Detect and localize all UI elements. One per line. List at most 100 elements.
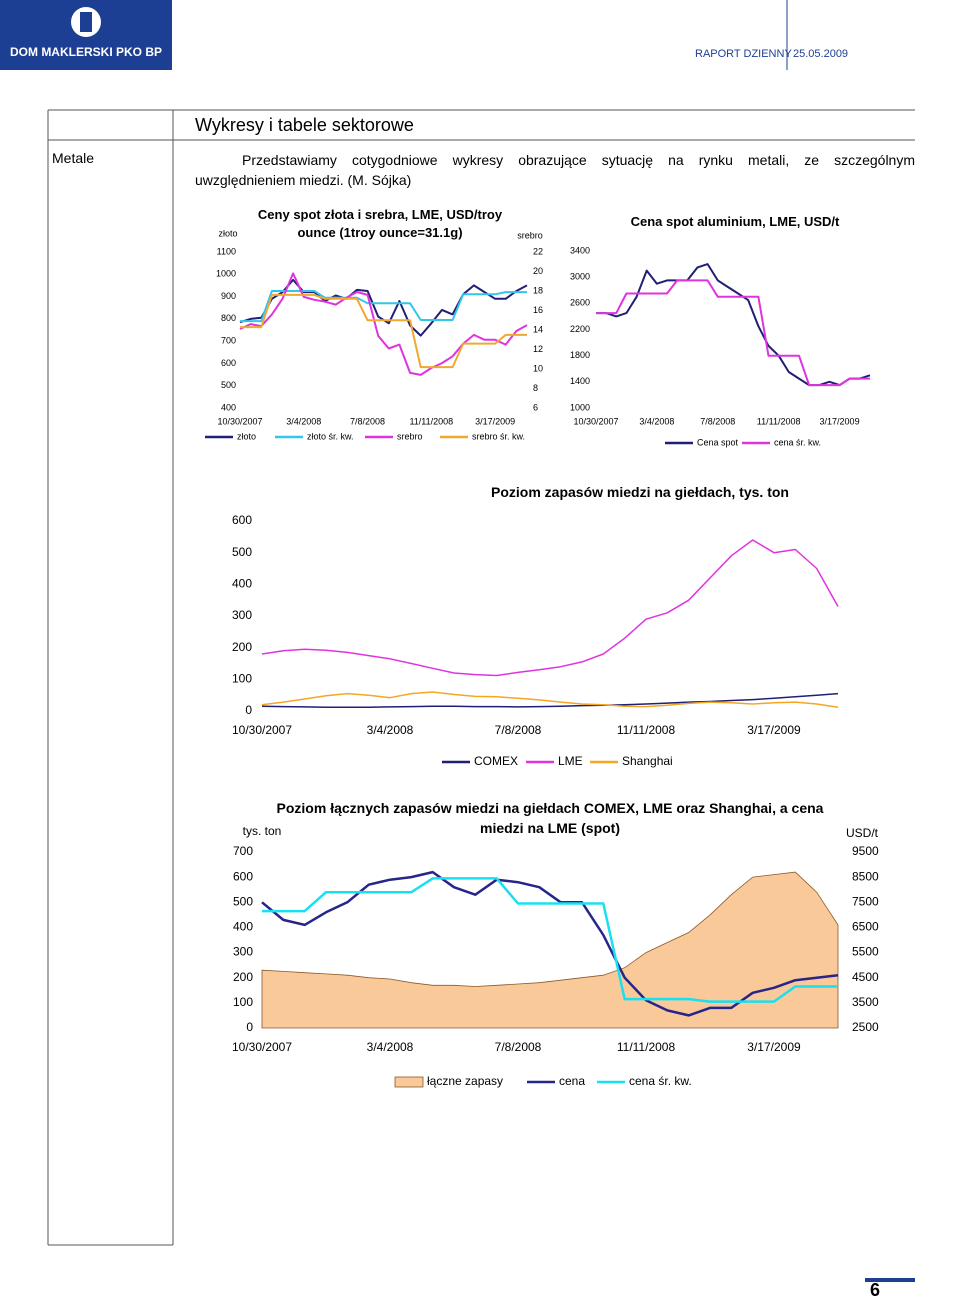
y-tick-label: 1000 [216,269,236,279]
legend-label: Shanghai [622,754,673,768]
x-tick-label: 7/8/2008 [700,416,735,426]
y-tick-label: 600 [233,869,253,883]
y2-tick-label: 6 [533,402,538,412]
x-tick-label: 11/11/2008 [409,416,453,426]
page-number: 6 [870,1280,881,1300]
x-tick-label: 10/30/2007 [573,416,618,426]
legend-label: COMEX [474,754,518,768]
y-tick-label: 400 [233,920,253,934]
y2-tick-label: 8500 [852,869,879,883]
report-date: 25.05.2009 [793,48,849,60]
y-tick-label: 900 [221,291,236,301]
y-tick-label: 1800 [570,350,590,360]
y2-tick-label: 20 [533,266,543,276]
y2-tick-label: 3500 [852,995,879,1009]
y2-tick-label: 22 [533,246,543,256]
y-tick-label: 0 [246,1020,253,1034]
y-tick-label: 1000 [570,402,590,412]
y-tick-label: 500 [221,380,236,390]
legend-label: cena śr. kw. [774,437,821,447]
y2-axis-label: USD/t [846,826,879,840]
x-tick-label: 3/4/2008 [286,416,321,426]
line [261,539,839,677]
y2-tick-label: 16 [533,305,543,315]
chart-title: Poziom łącznych zapasów miedzi na giełda… [276,800,824,836]
y-axis-label: tys. ton [243,824,282,838]
x-tick-label: 3/17/2009 [475,416,515,426]
y2-tick-label: 14 [533,324,543,334]
y-tick-label: 100 [232,672,252,686]
y2-axis-label: srebro [517,230,543,240]
line [596,279,870,387]
intro-text: Przedstawiamy cotygodniowe wykresy obraz… [195,152,915,188]
legend-label: srebro śr. kw. [472,431,525,441]
y-tick-label: 0 [245,703,252,717]
x-tick-label: 3/4/2008 [367,723,414,737]
y2-tick-label: 12 [533,344,543,354]
legend-label: LME [558,754,583,768]
y-tick-label: 200 [232,640,252,654]
y-tick-label: 500 [232,545,252,559]
y-tick-label: 800 [221,313,236,323]
x-tick-label: 11/11/2008 [617,1040,676,1054]
y-tick-label: 300 [232,608,252,622]
y-tick-label: 1400 [570,376,590,386]
y2-tick-label: 8 [533,383,538,393]
y-tick-label: 300 [233,945,253,959]
line [239,278,528,337]
x-tick-label: 3/17/2009 [820,416,860,426]
section-category: Metale [52,150,95,166]
y-axis-label: złoto [218,228,237,238]
legend-label: srebro [397,431,423,441]
y-tick-label: 700 [233,844,253,858]
y-tick-label: 1100 [217,246,236,256]
y-tick-label: 2600 [570,298,590,308]
y-tick-label: 3000 [570,272,590,282]
x-tick-label: 11/11/2008 [617,723,676,737]
line [261,692,839,708]
section-title: Wykresy i tabele sektorowe [195,115,414,135]
y-tick-label: 500 [233,894,253,908]
y-tick-label: 400 [221,402,236,412]
x-tick-label: 7/8/2008 [495,1040,542,1054]
y2-tick-label: 9500 [852,844,879,858]
x-tick-label: 3/4/2008 [367,1040,414,1054]
x-tick-label: 10/30/2007 [232,1040,292,1054]
page-bar [865,1278,915,1282]
y2-tick-label: 18 [533,285,543,295]
x-tick-label: 7/8/2008 [495,723,542,737]
y2-tick-label: 7500 [852,894,879,908]
legend-label: Cena spot [697,437,739,447]
legend-swatch [394,1076,424,1088]
line [239,272,528,376]
y2-tick-label: 2500 [852,1020,879,1034]
report-name: RAPORT DZIENNY [695,48,792,60]
y2-tick-label: 5500 [852,945,879,959]
y-tick-label: 2200 [570,324,590,334]
y2-tick-label: 4500 [852,970,879,984]
y2-tick-label: 10 [533,363,543,373]
y-tick-label: 3400 [570,245,590,255]
x-tick-label: 3/4/2008 [639,416,674,426]
y-tick-label: 700 [221,336,236,346]
y-tick-label: 600 [221,358,236,368]
line [240,290,527,323]
line [240,293,527,369]
legend-label: cena [559,1074,585,1088]
x-tick-label: 10/30/2007 [217,416,262,426]
y-tick-label: 100 [233,995,253,1009]
line [596,263,871,387]
y-tick-label: 200 [233,970,253,984]
chart-title: Ceny spot złota i srebra, LME, USD/troy … [257,207,503,240]
logo-text: DOM MAKLERSKI PKO BP [9,45,162,59]
legend-label: złoto śr. kw. [307,431,354,441]
x-tick-label: 3/17/2009 [747,723,801,737]
x-tick-label: 11/11/2008 [757,416,801,426]
chart-title: Poziom zapasów miedzi na giełdach, tys. … [491,484,789,500]
line [262,877,838,1003]
logo-mark-inner [80,12,92,32]
x-tick-label: 10/30/2007 [232,723,292,737]
y-tick-label: 400 [232,577,252,591]
